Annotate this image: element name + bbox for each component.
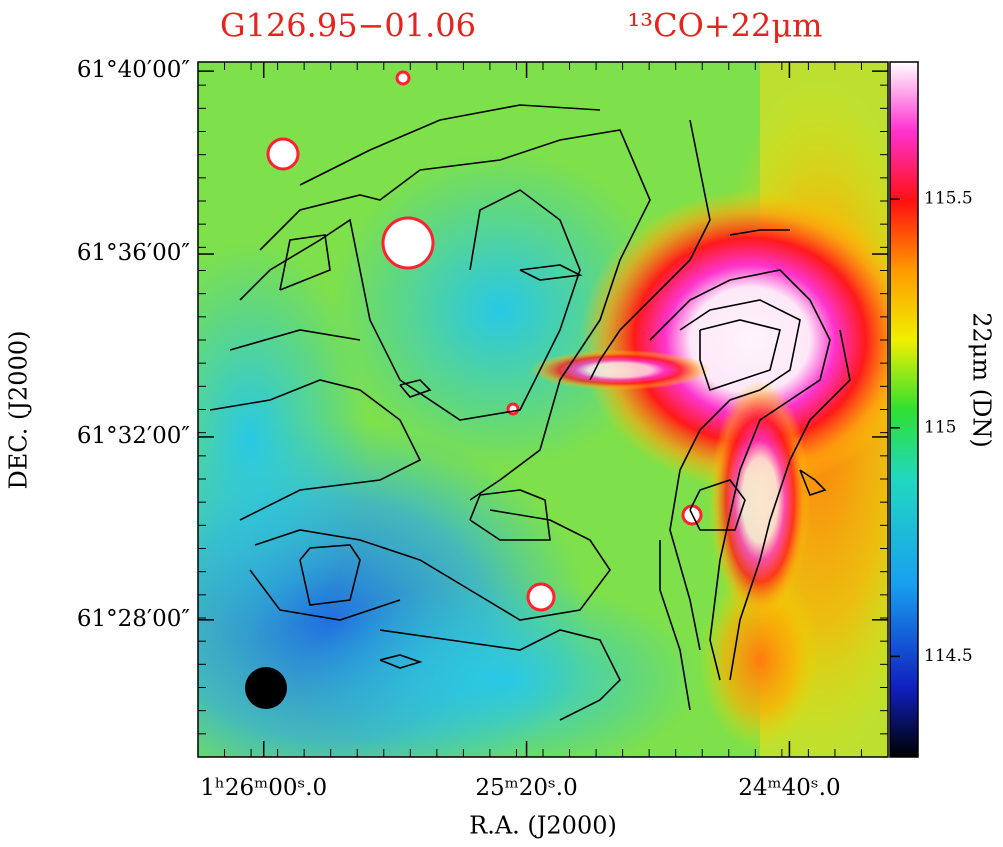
y-tick-label: 61°28′00″ — [77, 606, 191, 632]
x-axis-label: R.A. (J2000) — [469, 812, 617, 840]
y-axis-label: DEC. (J2000) — [5, 331, 33, 490]
colorbar-tick-label: 115.5 — [924, 189, 973, 209]
colorbar — [889, 61, 919, 758]
colorbar-tick-label: 114.5 — [924, 646, 973, 666]
y-tick-label: 61°32′00″ — [77, 423, 191, 449]
x-tick-label: 1ʰ26ᵐ00ˢ.0 — [200, 775, 327, 801]
chart-subtitle: ¹³CO+22μm — [627, 7, 822, 45]
y-tick-label: 61°40′00″ — [77, 57, 191, 83]
colorbar-label: 22μm (DN) — [968, 312, 996, 448]
x-tick-label: 25ᵐ20ˢ.0 — [475, 775, 577, 801]
y-tick-label: 61°36′00″ — [77, 240, 191, 266]
colorbar-tick-label: 115 — [924, 417, 956, 437]
x-tick-label: 24ᵐ40ˢ.0 — [738, 775, 840, 801]
chart-title: G126.95−01.06 — [220, 7, 476, 45]
image — [198, 62, 888, 757]
